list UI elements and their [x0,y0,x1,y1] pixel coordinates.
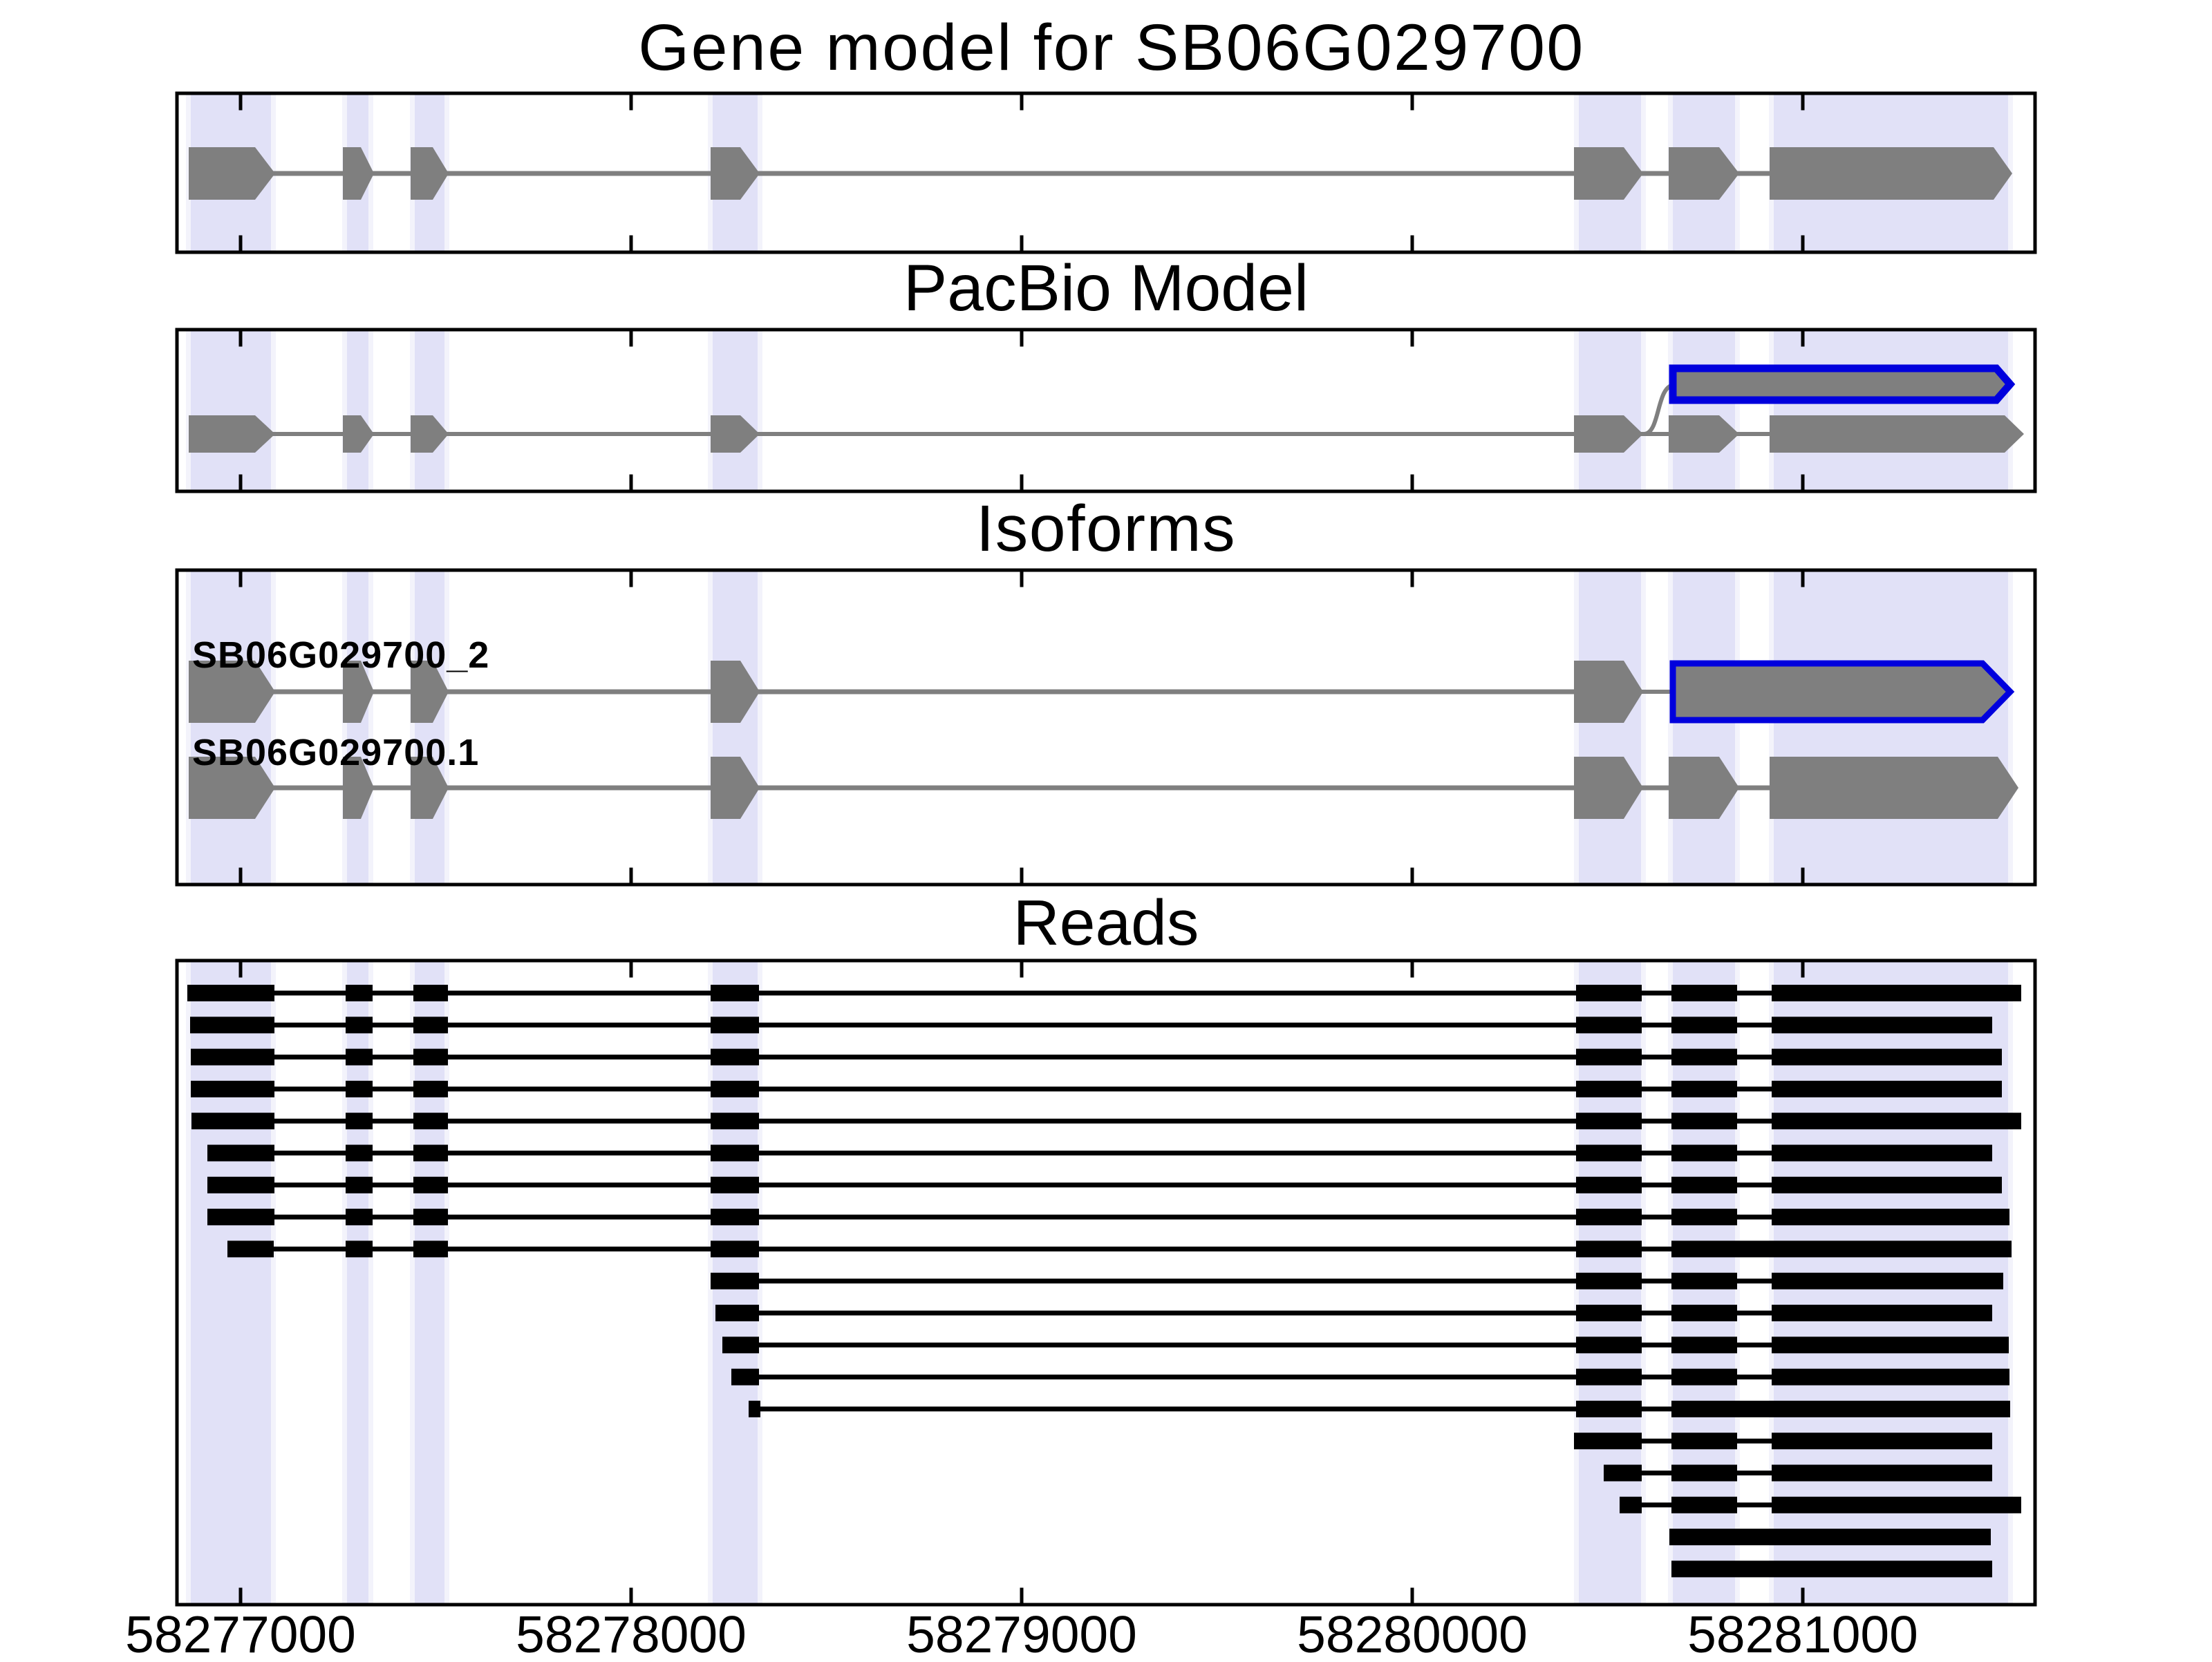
svg-text:58280000: 58280000 [1297,1605,1528,1659]
svg-text:58279000: 58279000 [906,1605,1137,1659]
svg-text:58281000: 58281000 [1687,1605,1918,1659]
svg-text:PacBio Model: PacBio Model [903,252,1309,325]
svg-text:SB06G029700_2: SB06G029700_2 [192,634,489,676]
svg-text:Isoforms: Isoforms [976,492,1236,565]
svg-text:Gene model for SB06G029700: Gene model for SB06G029700 [638,11,1585,84]
svg-text:58278000: 58278000 [516,1605,747,1659]
svg-text:58277000: 58277000 [125,1605,356,1659]
svg-text:Reads: Reads [1013,887,1199,959]
svg-text:SB06G029700.1: SB06G029700.1 [192,732,479,773]
